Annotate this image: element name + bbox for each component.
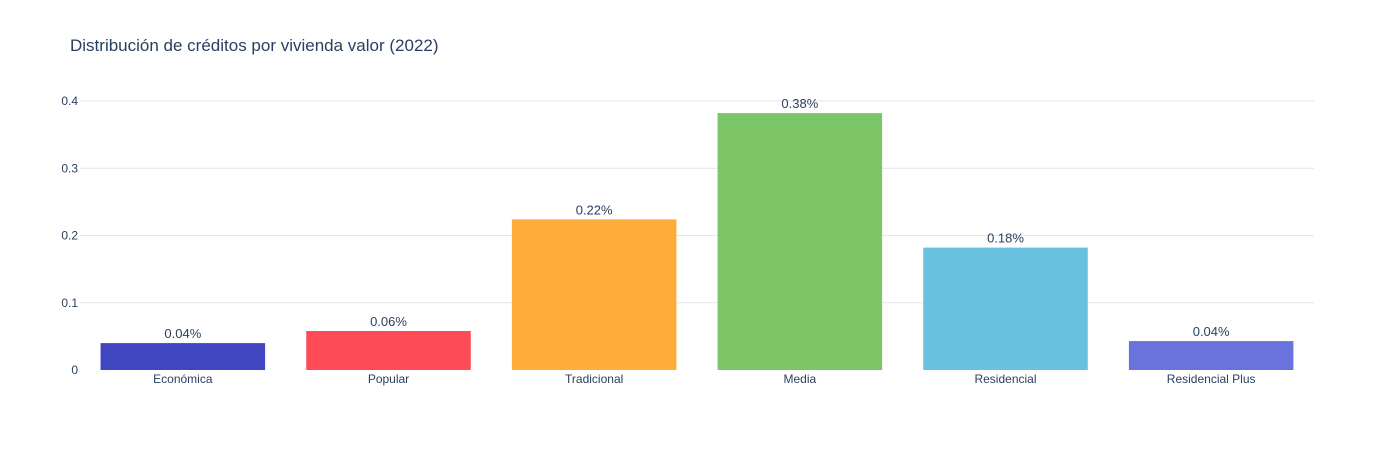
chart-title: Distribución de créditos por vivienda va… [70, 36, 439, 55]
bar [306, 330, 471, 370]
bar [511, 219, 677, 370]
x-tick-label: Media [783, 372, 816, 386]
data-label: 0.18% [987, 231, 1024, 246]
y-tick-label: 0.4 [61, 94, 78, 108]
data-label: 0.38% [781, 96, 818, 111]
bars [100, 113, 1294, 370]
data-label: 0.06% [370, 314, 407, 329]
bar [717, 113, 883, 370]
y-tick-label: 0 [71, 363, 78, 377]
y-axis-ticks: 0 0.1 0.2 0.3 0.4 [61, 94, 78, 377]
y-tick-label: 0.2 [61, 229, 78, 243]
y-tick-label: 0.3 [61, 161, 78, 175]
x-tick-label: Económica [153, 372, 213, 386]
data-label: 0.22% [576, 202, 613, 217]
gridlines [80, 100, 1314, 304]
y-tick-label: 0.1 [61, 296, 78, 310]
x-tick-label: Popular [368, 372, 409, 386]
bar [1128, 341, 1294, 370]
bar [100, 343, 266, 370]
x-axis-ticks: Económica Popular Tradicional Media Residenc… [153, 372, 1255, 386]
data-label: 0.04% [1193, 324, 1230, 339]
x-tick-label: Tradicional [565, 372, 623, 386]
data-label: 0.04% [164, 326, 201, 341]
x-tick-label: Residencial [974, 372, 1036, 386]
bar [923, 247, 1088, 370]
x-tick-label: Residencial Plus [1167, 372, 1256, 386]
data-labels: 0.04% 0.06% 0.22% 0.38% 0.18% 0.04% [164, 96, 1230, 341]
